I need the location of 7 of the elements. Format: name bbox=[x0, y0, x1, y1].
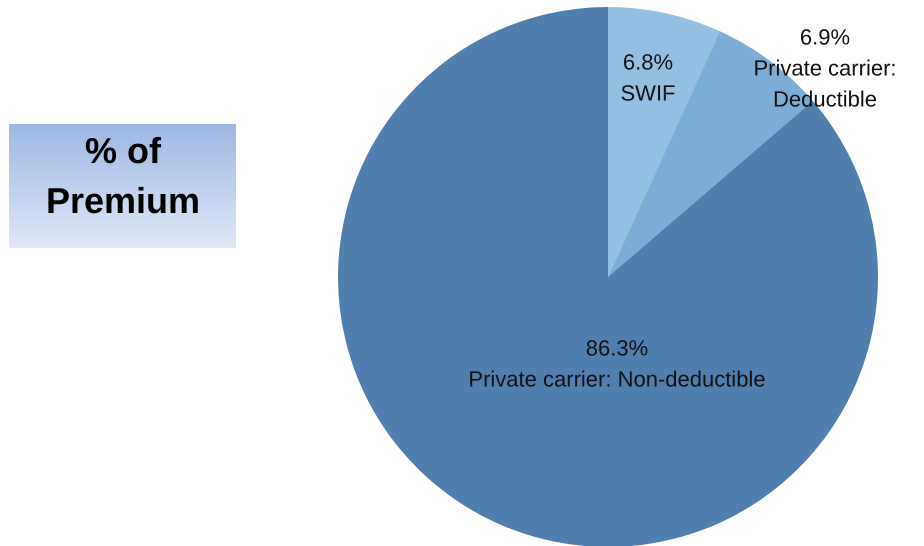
data-label: 86.3% bbox=[586, 336, 648, 361]
data-label: 6.8% bbox=[622, 50, 674, 75]
data-label: 6.9% bbox=[800, 24, 850, 50]
pie-slice bbox=[608, 7, 720, 277]
text: % of Premium bbox=[46, 130, 200, 221]
slice-label: Private carrier: Non-deductible bbox=[468, 366, 766, 392]
slice-label: SWIF bbox=[620, 80, 676, 106]
